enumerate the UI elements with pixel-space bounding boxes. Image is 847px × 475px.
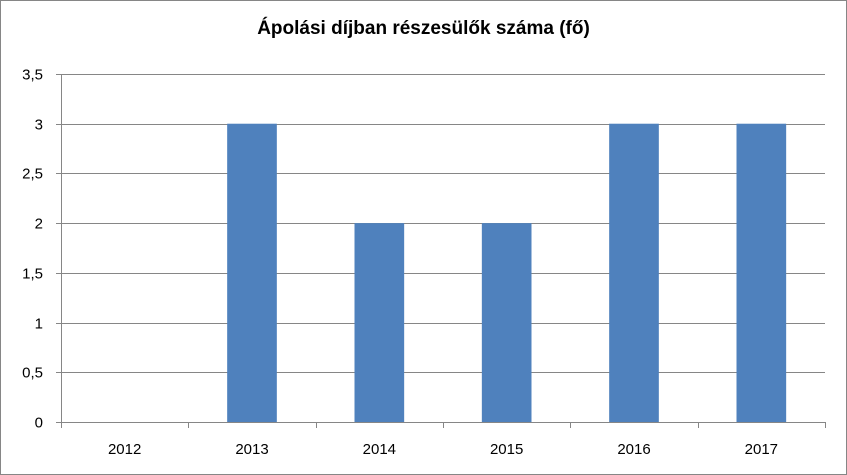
x-tick-label: 2017: [745, 441, 778, 458]
y-tick-label: 3,5: [22, 67, 43, 84]
x-tick-label: 2015: [490, 441, 523, 458]
x-tick-label: 2012: [108, 441, 141, 458]
x-tick-label: 2013: [235, 441, 268, 458]
y-tick-label: 0,5: [22, 365, 43, 382]
y-tick-label: 3: [35, 117, 43, 134]
x-tick-label: 2016: [617, 441, 650, 458]
bar-2014: [354, 223, 405, 422]
y-tick-label: 2,5: [22, 166, 43, 183]
bar-2017: [736, 123, 787, 422]
bar-2013: [227, 123, 277, 422]
y-tick-label: 1,5: [22, 266, 43, 283]
y-tick-label: 1: [35, 316, 43, 333]
bar-2015: [481, 223, 532, 422]
bar-2016: [609, 123, 659, 422]
y-tick-label: 2: [35, 216, 43, 233]
y-tick-label: 0: [35, 415, 43, 432]
chart-title: Ápolási díjban részesülők száma (fő): [257, 18, 590, 39]
x-tick-label: 2014: [363, 441, 396, 458]
